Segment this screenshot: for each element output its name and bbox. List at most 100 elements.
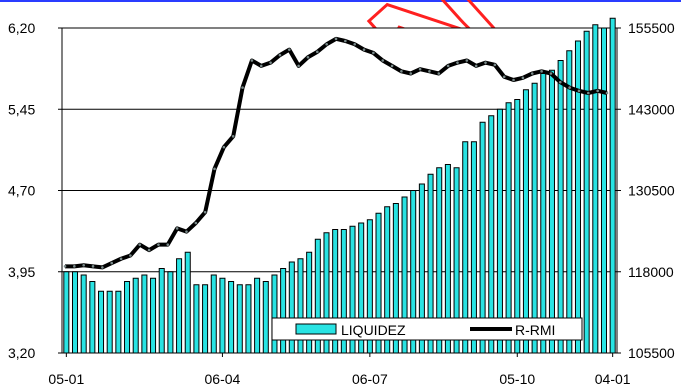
right-tick-label: 118000 <box>628 264 674 280</box>
liquidez-bar <box>254 277 261 354</box>
liquidez-bar <box>80 274 87 354</box>
r-rmi-point <box>185 230 188 233</box>
r-rmi-point <box>484 61 487 64</box>
r-rmi-point <box>110 261 114 265</box>
r-rmi-point <box>119 257 123 261</box>
r-rmi-point <box>418 67 422 71</box>
r-rmi-point <box>372 51 375 55</box>
r-rmi-point <box>558 80 562 84</box>
r-rmi-point <box>428 70 431 73</box>
legend-label-rrmi: R-RMI <box>515 322 555 338</box>
liquidez-bar <box>609 17 616 354</box>
r-rmi-point <box>521 76 525 80</box>
liquidez-bar <box>462 141 469 354</box>
liquidez-bar <box>63 271 70 354</box>
r-rmi-point <box>465 59 469 62</box>
liquidez-bar <box>271 274 278 354</box>
r-rmi-point <box>446 64 450 68</box>
liquidez-bar <box>314 238 321 354</box>
r-rmi-point <box>175 227 179 230</box>
right-tick-label: 130500 <box>628 183 675 199</box>
r-rmi-point <box>530 72 534 75</box>
liquidez-bar <box>470 141 477 354</box>
r-rmi-point <box>63 265 67 268</box>
liquidez-bar <box>410 190 417 354</box>
r-rmi-point <box>231 135 235 138</box>
liquidez-bar <box>488 115 495 354</box>
r-rmi-point <box>409 72 413 75</box>
liquidez-bar <box>98 290 105 354</box>
r-rmi-point <box>353 42 356 46</box>
liquidez-bar <box>340 229 347 354</box>
r-rmi-point <box>502 75 506 79</box>
r-rmi-point <box>587 91 590 95</box>
liquidez-bar <box>332 229 339 354</box>
liquidez-bar <box>280 268 287 354</box>
liquidez-bar <box>514 99 521 354</box>
liquidez-bar <box>583 30 590 354</box>
liquidez-bar <box>427 173 434 354</box>
liquidez-bar <box>566 50 573 354</box>
liquidez-bar <box>540 73 547 354</box>
r-rmi-point <box>381 59 385 62</box>
liquidez-bar <box>89 281 96 354</box>
liquidez-bar <box>124 281 131 354</box>
liquidez-bar <box>297 258 304 354</box>
liquidez-bar <box>375 212 382 354</box>
r-rmi-point <box>334 37 338 41</box>
liquidez-bar <box>167 271 174 354</box>
r-rmi-point <box>493 63 497 67</box>
liquidez-bar <box>115 290 122 354</box>
r-rmi-point <box>549 72 553 75</box>
liquidez-bar <box>418 183 425 354</box>
r-rmi-point <box>456 61 459 64</box>
x-tick-label: 04-01 <box>595 371 631 387</box>
left-tick-label: 4,70 <box>8 183 35 199</box>
left-tick-label: 6,20 <box>8 20 35 36</box>
r-rmi-point <box>259 64 263 68</box>
r-rmi-point <box>269 61 272 64</box>
liquidez-bar <box>401 196 408 354</box>
liquidez-bar <box>306 251 313 354</box>
liquidez-bar <box>479 121 486 354</box>
r-rmi-point <box>203 210 207 214</box>
liquidez-bar <box>288 261 295 354</box>
liquidez-bar <box>176 258 183 354</box>
left-tick-label: 3,20 <box>8 345 35 361</box>
legend-swatch-liquidez <box>295 323 337 335</box>
liquidez-bar <box>158 268 165 354</box>
r-rmi-point <box>157 243 160 246</box>
liquidez-bar <box>531 82 538 354</box>
x-tick-label: 06-07 <box>352 371 388 387</box>
liquidez-bar <box>444 164 451 354</box>
liquidez-bar <box>106 290 113 354</box>
r-rmi-point <box>540 70 543 73</box>
liquidez-bar <box>453 167 460 354</box>
liquidez-bar <box>150 277 157 354</box>
r-rmi-point <box>166 243 170 246</box>
r-rmi-point <box>147 248 151 252</box>
liquidez-bar <box>228 281 235 354</box>
liquidez-bar <box>392 203 399 354</box>
r-rmi-point <box>287 48 291 51</box>
r-rmi-point <box>437 72 441 75</box>
r-rmi-point <box>400 70 403 73</box>
left-tick-label: 5,45 <box>8 101 35 117</box>
r-rmi-point <box>344 39 347 43</box>
r-rmi-point <box>194 221 198 225</box>
r-rmi-point <box>577 89 581 93</box>
left-axis-ticks: 3,20 3,95 4,70 5,45 6,20 <box>8 20 62 361</box>
r-rmi-point <box>241 86 244 89</box>
r-rmi-point <box>222 145 226 149</box>
right-tick-label: 155500 <box>628 20 675 36</box>
r-rmi-point <box>596 89 599 93</box>
top-border-rule <box>0 0 681 2</box>
right-axis-ticks: 105500 118000 130500 143000 155500 <box>617 20 675 361</box>
liquidez-bar <box>193 284 200 354</box>
r-rmi-point <box>325 42 328 46</box>
x-tick-label: 05-01 <box>48 371 84 387</box>
r-rmi-point <box>101 266 104 269</box>
r-rmi-point <box>129 254 132 257</box>
r-rmi-point <box>250 59 254 62</box>
